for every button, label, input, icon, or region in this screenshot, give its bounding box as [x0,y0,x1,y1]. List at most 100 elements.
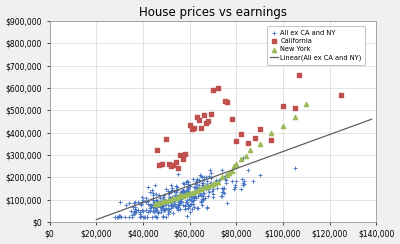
All ex CA and NY [160,198,167,202]
New York [158,200,165,204]
All ex CA and NY [178,200,184,204]
All ex CA and NY [184,189,190,193]
All ex CA and NY [245,168,251,172]
New York [191,190,198,194]
All ex CA and NY [213,178,220,182]
All ex CA and NY [200,184,206,188]
All ex CA and NY [205,194,212,198]
All ex CA and NY [131,210,137,214]
All ex CA and NY [221,192,228,195]
All ex CA and NY [144,215,150,219]
All ex CA and NY [165,189,171,193]
All ex CA and NY [158,202,164,206]
All ex CA and NY [128,209,134,213]
All ex CA and NY [182,189,189,193]
All ex CA and NY [180,193,187,197]
All ex CA and NY [200,197,206,201]
All ex CA and NY [177,196,183,200]
All ex CA and NY [179,189,185,193]
All ex CA and NY [223,181,229,185]
All ex CA and NY [238,187,245,191]
New York [152,202,158,206]
All ex CA and NY [133,208,140,212]
All ex CA and NY [186,190,192,194]
New York [226,171,232,175]
All ex CA and NY [129,215,135,219]
All ex CA and NY [178,190,184,194]
All ex CA and NY [141,215,148,219]
All ex CA and NY [165,191,172,195]
New York [247,149,254,152]
All ex CA and NY [155,211,162,214]
New York [224,173,230,177]
All ex CA and NY [152,208,158,212]
California [189,127,195,131]
All ex CA and NY [193,185,200,189]
California [256,127,263,131]
All ex CA and NY [223,178,229,182]
California [222,99,228,103]
All ex CA and NY [160,207,166,211]
All ex CA and NY [200,191,207,195]
All ex CA and NY [169,198,176,202]
All ex CA and NY [157,205,163,209]
New York [180,194,186,198]
All ex CA and NY [158,205,165,209]
All ex CA and NY [147,206,154,210]
All ex CA and NY [203,175,209,179]
All ex CA and NY [131,201,138,205]
All ex CA and NY [220,190,226,193]
All ex CA and NY [185,187,191,191]
All ex CA and NY [193,182,199,186]
All ex CA and NY [176,193,182,197]
All ex CA and NY [160,195,166,199]
All ex CA and NY [166,191,172,195]
All ex CA and NY [201,175,207,179]
California [191,126,198,130]
Legend: All ex CA and NY, California, New York, Linear(All ex CA and NY): All ex CA and NY, California, New York, … [267,26,365,65]
All ex CA and NY [200,188,206,192]
All ex CA and NY [181,194,188,198]
Title: House prices vs earnings: House prices vs earnings [139,6,287,19]
All ex CA and NY [204,179,210,183]
All ex CA and NY [176,198,182,202]
All ex CA and NY [145,185,152,189]
All ex CA and NY [158,208,164,212]
All ex CA and NY [168,188,175,192]
All ex CA and NY [153,202,160,206]
California [296,73,302,77]
All ex CA and NY [180,189,186,193]
All ex CA and NY [189,199,196,203]
All ex CA and NY [192,190,198,194]
All ex CA and NY [115,214,122,218]
New York [210,183,216,186]
All ex CA and NY [161,208,167,212]
All ex CA and NY [149,192,156,195]
All ex CA and NY [172,202,178,206]
All ex CA and NY [154,205,161,209]
All ex CA and NY [178,200,184,203]
All ex CA and NY [204,205,210,209]
All ex CA and NY [173,194,179,198]
All ex CA and NY [117,200,123,204]
California [170,163,176,167]
All ex CA and NY [153,192,159,196]
All ex CA and NY [178,197,184,201]
All ex CA and NY [163,215,170,219]
All ex CA and NY [190,198,196,202]
All ex CA and NY [170,211,176,215]
All ex CA and NY [175,172,181,176]
New York [208,183,214,187]
All ex CA and NY [187,192,193,196]
All ex CA and NY [137,215,144,219]
All ex CA and NY [174,188,181,192]
All ex CA and NY [219,194,226,198]
All ex CA and NY [132,211,138,214]
All ex CA and NY [172,205,179,209]
All ex CA and NY [214,179,221,183]
California [175,166,181,170]
All ex CA and NY [132,205,139,209]
New York [177,193,184,197]
All ex CA and NY [171,199,177,203]
All ex CA and NY [161,197,167,201]
